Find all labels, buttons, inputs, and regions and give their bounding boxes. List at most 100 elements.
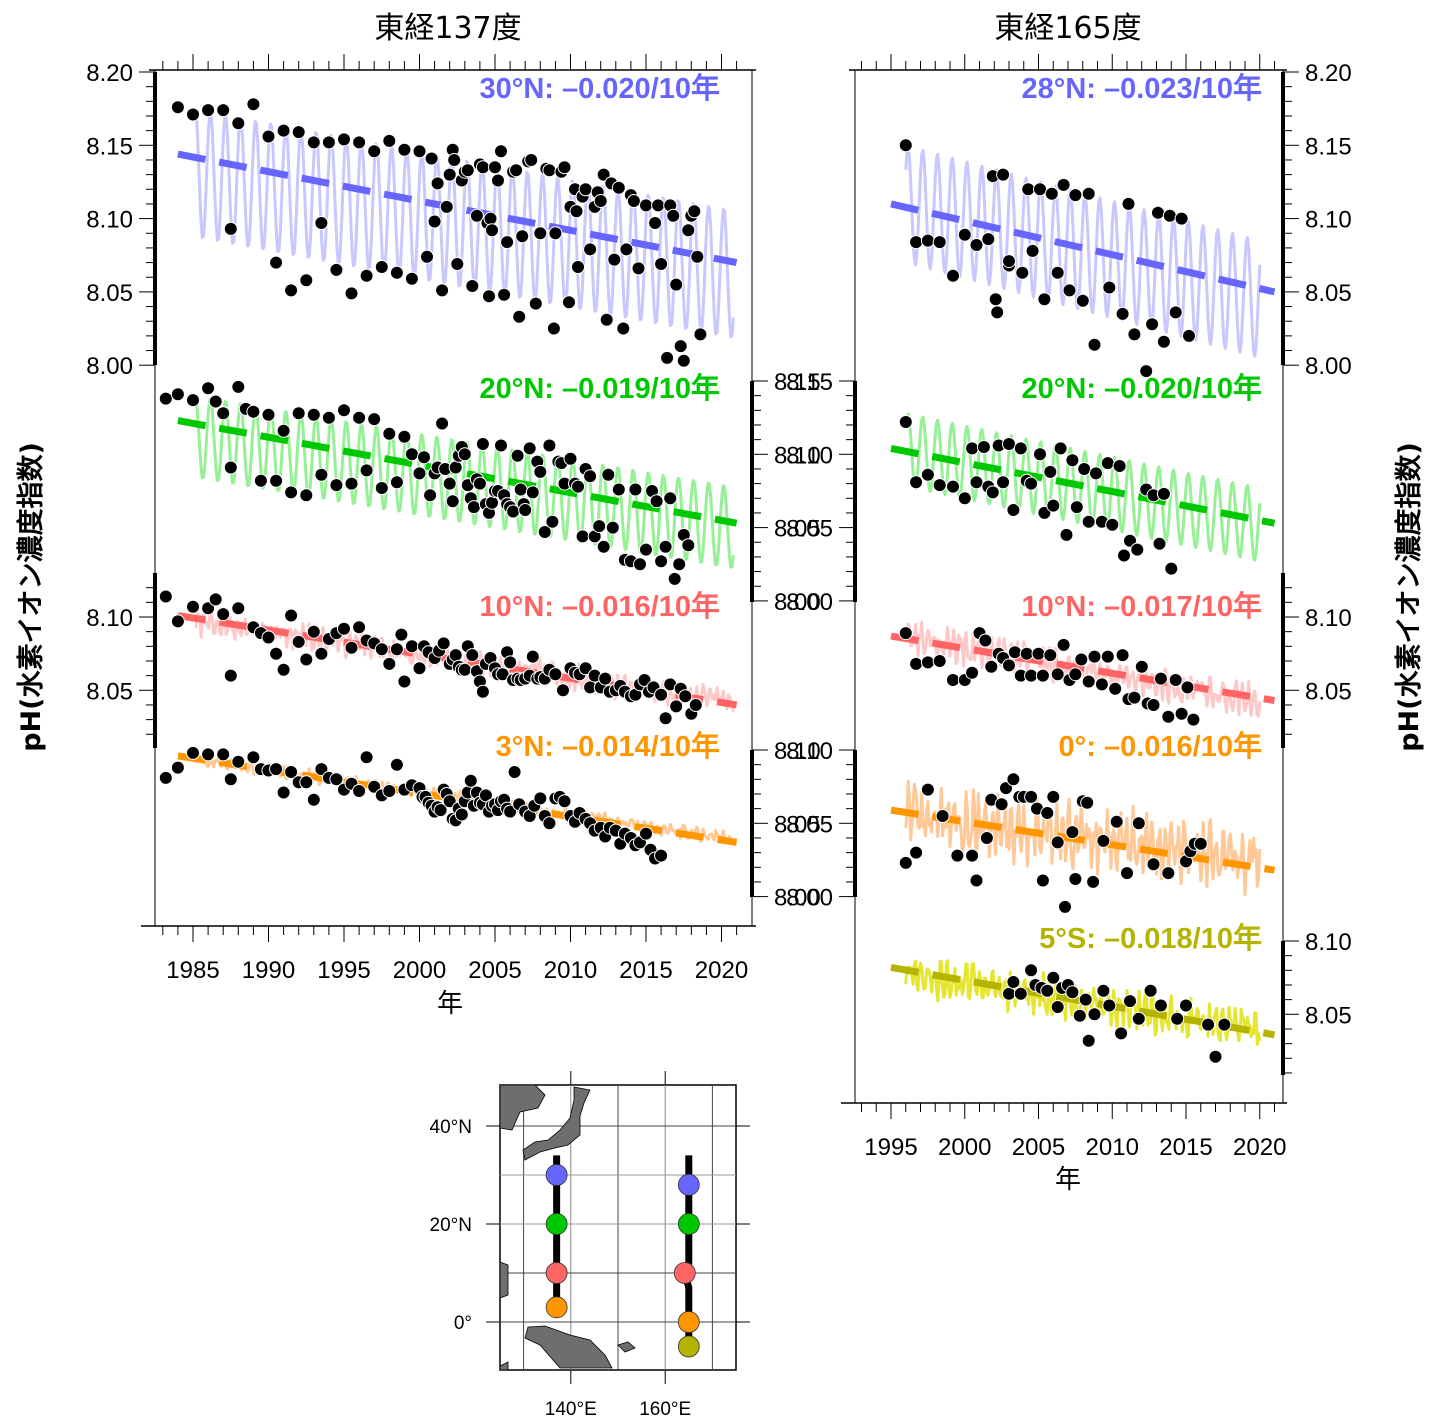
observation-point [898, 138, 913, 153]
series-0: 8.00 8.05 8.10 0°: –0.016/10年 [786, 729, 1276, 914]
observation-point [946, 673, 960, 687]
y-tick-label: 8.05 [774, 516, 821, 543]
observation-point [687, 204, 702, 219]
observation-point [909, 845, 924, 860]
observation-point [1115, 306, 1130, 321]
observation-point [158, 770, 173, 785]
observation-point [442, 167, 457, 182]
x-tick-label: 1985 [166, 957, 219, 984]
observation-point [935, 809, 950, 823]
station-marker [545, 1296, 568, 1319]
observation-point [1033, 447, 1047, 462]
observation-point [533, 464, 548, 479]
trend-label: 10°N: –0.017/10年 [1021, 589, 1262, 623]
observation-point [231, 754, 246, 769]
observation-point [994, 797, 1009, 812]
observation-point [1180, 680, 1195, 695]
observation-point [276, 785, 291, 800]
observation-point [321, 135, 336, 150]
observation-point [382, 656, 397, 671]
observation-point [599, 312, 614, 327]
observation-point [299, 652, 314, 667]
observation-point [920, 655, 935, 670]
station-marker [545, 1164, 568, 1186]
observation-point [976, 440, 991, 454]
observation-point [1131, 1011, 1146, 1026]
observation-point [920, 233, 935, 248]
observation-point [1152, 536, 1167, 551]
observation-point [515, 229, 530, 244]
observation-point [491, 173, 505, 188]
observation-point [485, 495, 499, 510]
observation-point [1040, 806, 1055, 820]
observation-point [611, 482, 626, 497]
observation-point [932, 478, 947, 493]
observation-point [482, 289, 496, 304]
y-tick-label: 8.00 [786, 589, 833, 616]
observation-point [611, 180, 626, 195]
land-new-guinea [524, 1325, 613, 1369]
observation-point [1033, 182, 1047, 197]
observation-point [186, 599, 200, 614]
y-tick-label: 8.20 [1305, 60, 1352, 87]
observation-point [639, 198, 653, 213]
observation-point [522, 441, 537, 456]
observation-point [1065, 985, 1080, 1000]
observation-point [631, 261, 646, 276]
trend-line [890, 445, 1276, 527]
station-map: 40°N 20°N 0° 140°E 160°E [430, 1071, 750, 1420]
observation-point [454, 807, 469, 822]
x-tick-label: 2000 [938, 1134, 991, 1161]
observation-point [575, 529, 590, 544]
observation-point [957, 227, 972, 242]
observation-point [1013, 441, 1028, 456]
x-tick-label: 1995 [864, 1134, 917, 1161]
observation-point [186, 393, 200, 408]
observation-point [500, 235, 515, 250]
observation-point [996, 167, 1011, 182]
observation-point [1134, 659, 1149, 674]
observation-point [329, 262, 344, 277]
observation-point [633, 557, 647, 572]
observation-point [1044, 186, 1059, 201]
observation-point [654, 257, 669, 271]
observation-point [1112, 459, 1127, 473]
observation-point [1100, 456, 1115, 471]
observation-point [404, 271, 419, 286]
y-tick-label: 8.00 [86, 353, 133, 380]
y-tick-label: 8.05 [786, 811, 833, 838]
y-tick-label: 8.05 [1305, 678, 1352, 705]
observation-point [269, 473, 284, 488]
observation-point [424, 151, 439, 166]
trend-label: 20°N: –0.020/10年 [1021, 371, 1262, 405]
trend-label: 5°S: –0.018/10年 [1039, 921, 1262, 955]
observation-point [571, 260, 585, 274]
observation-point [1035, 668, 1050, 683]
observation-point [1037, 292, 1052, 307]
observation-point [374, 481, 389, 495]
observation-point [545, 514, 560, 529]
observation-point [1146, 857, 1161, 872]
observation-point [658, 539, 673, 554]
observation-point [475, 684, 490, 699]
y-tick-label: 8.15 [86, 133, 133, 160]
observation-point [412, 466, 427, 481]
observation-point [1139, 364, 1154, 379]
observation-point [223, 668, 238, 683]
observation-point [548, 667, 563, 682]
observation-point [667, 571, 682, 586]
observation-point [497, 287, 512, 302]
observation-point [412, 144, 427, 159]
observation-point [433, 803, 448, 818]
map-lat-label: 0° [454, 1313, 472, 1334]
observation-point [1002, 437, 1016, 451]
observation-point [284, 608, 299, 623]
observation-point [988, 292, 1003, 307]
observation-point [616, 321, 631, 336]
land-philippines [499, 1261, 509, 1299]
series-10N: 8.05 8.10 10°N: –0.017/10年 [890, 573, 1352, 748]
x-tick-label: 2015 [619, 957, 672, 984]
observation-point [533, 791, 548, 806]
x-tick-label: 2000 [393, 957, 446, 984]
observation-point [639, 542, 653, 557]
